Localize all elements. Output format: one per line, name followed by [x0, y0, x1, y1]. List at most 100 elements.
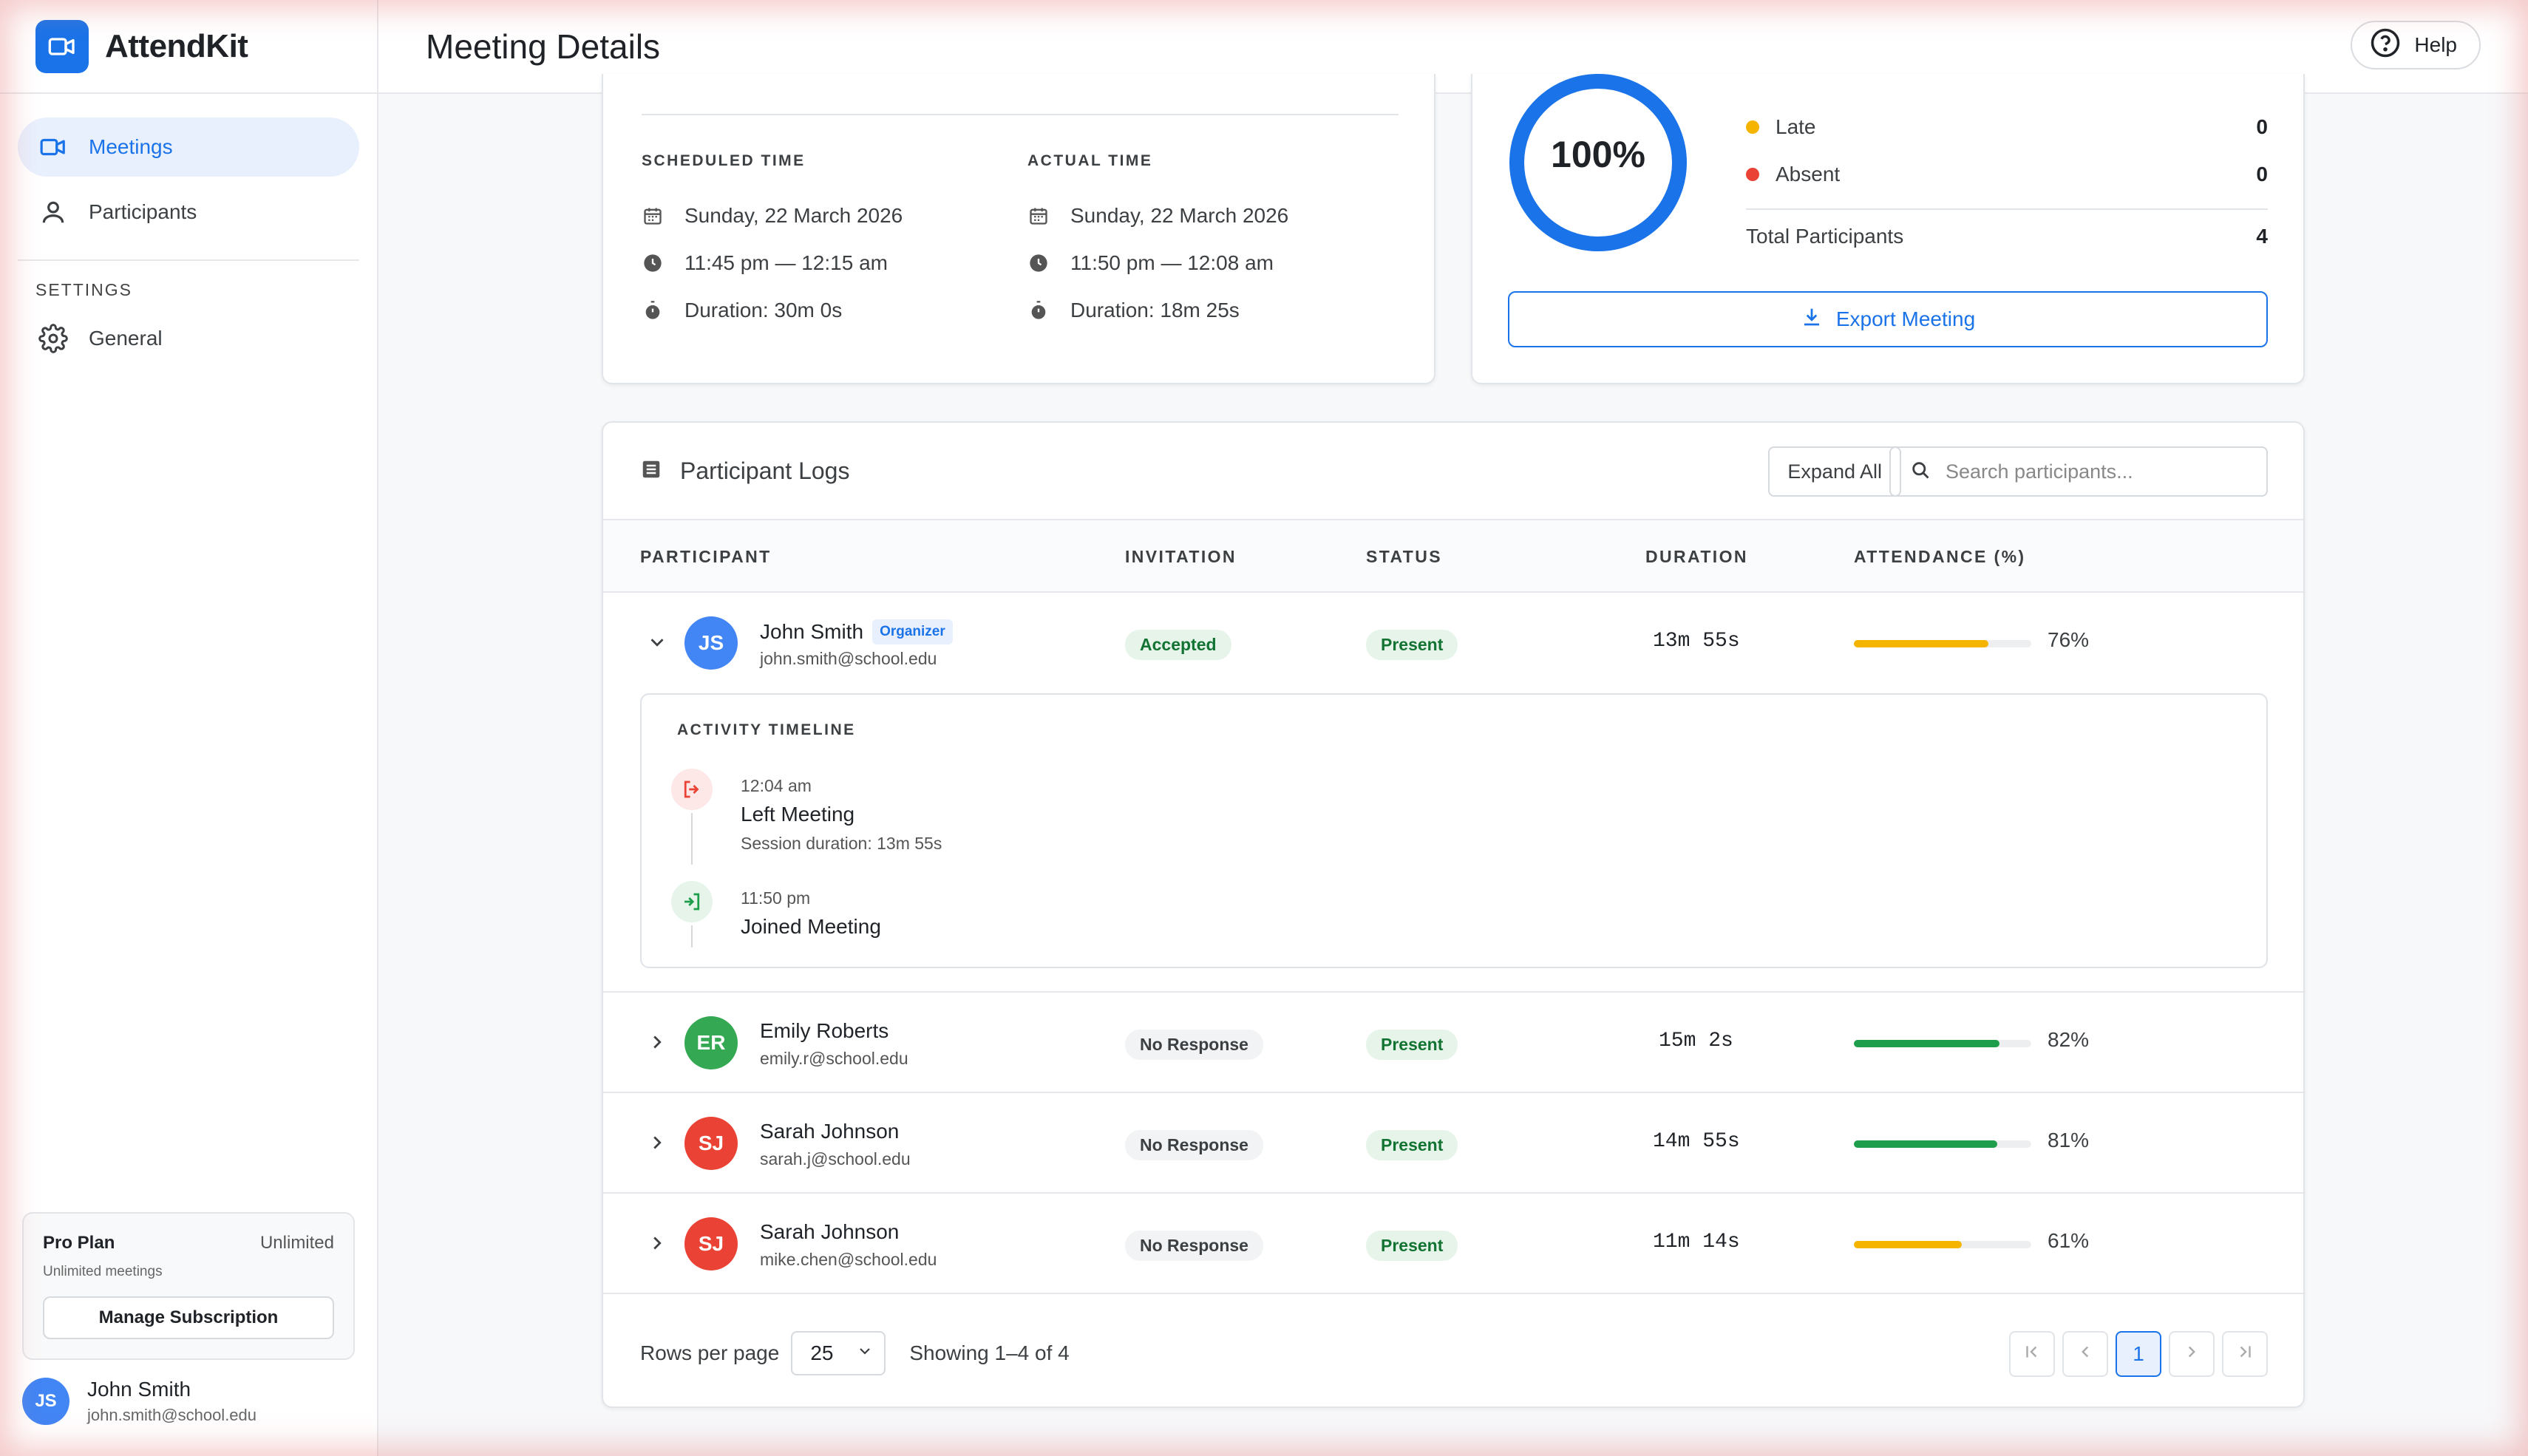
last-page-icon [2235, 1342, 2255, 1367]
status-badge: Present [1366, 1130, 1458, 1160]
organizer-badge: Organizer [872, 619, 953, 644]
video-camera-icon [35, 19, 89, 73]
participant-email: emily.r@school.edu [760, 1049, 908, 1068]
settings-heading: SETTINGS [35, 280, 133, 299]
event-title: Left Meeting [741, 803, 855, 826]
event-title: Joined Meeting [741, 915, 881, 938]
plan-subtitle: Unlimited meetings [43, 1264, 163, 1279]
chevron-right-icon [2182, 1342, 2201, 1367]
absent-value: 0 [2256, 163, 2268, 186]
table-row[interactable]: ER Emily Roberts emily.r@school.edu No R… [603, 993, 2303, 1093]
table-row[interactable]: SJ Sarah Johnson sarah.j@school.edu No R… [603, 1093, 2303, 1194]
invitation-badge: No Response [1125, 1231, 1263, 1261]
chevron-left-icon [2076, 1342, 2095, 1367]
status-badge: Present [1366, 1231, 1458, 1261]
scheduled-duration: Duration: 30m 0s [684, 299, 843, 322]
attendance-bar-fill [1854, 640, 1989, 647]
participant-name: Emily Roberts [760, 1019, 889, 1042]
plan-name: Pro Plan [43, 1233, 115, 1253]
search-input[interactable] [1946, 460, 2256, 483]
current-user[interactable]: JS John Smith john.smith@school.edu [22, 1378, 256, 1425]
brand[interactable]: AttendKit [0, 0, 377, 94]
participant-email: john.smith@school.edu [760, 649, 937, 668]
chevron-down-icon [856, 1341, 874, 1365]
actual-time-range: 11:50 pm — 12:08 am [1070, 251, 1274, 274]
late-dot [1746, 120, 1759, 134]
actual-time-label: ACTUAL TIME [1027, 152, 1153, 169]
participant-name: John Smith Organizer [760, 619, 953, 644]
total-value: 4 [2256, 225, 2268, 248]
participant-name: Sarah Johnson [760, 1120, 900, 1143]
export-meeting-button[interactable]: Export Meeting [1508, 291, 2268, 347]
absent-dot [1746, 168, 1759, 181]
next-page-button[interactable] [2169, 1331, 2215, 1377]
status-badge: Present [1366, 1030, 1458, 1060]
timeline-connector [691, 925, 693, 948]
chevron-right-icon[interactable] [646, 1132, 668, 1154]
rows-per-page-label: Rows per page [640, 1341, 780, 1364]
sidebar-item-meetings[interactable]: Meetings [18, 118, 359, 177]
meeting-times-card: SCHEDULED TIME Sunday, 22 March 2026 11:… [602, 74, 1435, 384]
avatar: SJ [684, 1117, 738, 1170]
logs-title: Participant Logs [680, 457, 850, 484]
attendance-percent: 61% [2048, 1229, 2090, 1252]
timeline-title: ACTIVITY TIMELINE [677, 721, 856, 738]
person-icon [37, 196, 69, 228]
page-button-current[interactable]: 1 [2116, 1331, 2161, 1377]
clock-icon [1027, 252, 1050, 274]
duration-value: 13m 55s [1653, 630, 1740, 653]
prev-page-button[interactable] [2062, 1331, 2108, 1377]
first-page-button[interactable] [2009, 1331, 2055, 1377]
attendance-legend: Late 0 Absent 0 Total Participants 4 [1746, 103, 2268, 259]
timeline-connector [691, 813, 693, 865]
last-page-button[interactable] [2222, 1331, 2268, 1377]
first-page-icon [2022, 1342, 2042, 1367]
actual-date: Sunday, 22 March 2026 [1070, 204, 1289, 227]
scheduled-time-range: 11:45 pm — 12:15 am [684, 251, 888, 274]
activity-timeline-section: ACTIVITY TIMELINE 12:04 am Left Meeting … [603, 693, 2303, 993]
attendance-summary-card: 100% Late 0 Absent 0 Total Participants … [1471, 74, 2305, 384]
help-label: Help [2414, 33, 2457, 56]
calendar-icon [1027, 205, 1050, 227]
column-invitation[interactable]: INVITATION [1125, 547, 1237, 566]
chevron-right-icon[interactable] [646, 1031, 668, 1053]
chevron-down-icon[interactable] [646, 631, 668, 653]
table-header: PARTICIPANT INVITATION STATUS DURATION A… [603, 520, 2303, 593]
search-field[interactable] [1889, 446, 2268, 497]
avatar: ER [684, 1016, 738, 1069]
column-duration[interactable]: DURATION [1645, 547, 1748, 566]
sidebar-item-participants[interactable]: Participants [18, 183, 359, 242]
column-participant[interactable]: PARTICIPANT [640, 547, 772, 566]
user-name: John Smith [87, 1378, 191, 1401]
clock-icon [642, 252, 664, 274]
search-icon [1910, 460, 1931, 484]
attendance-bar-fill [1854, 1140, 1998, 1148]
attendance-percent: 82% [2048, 1028, 2090, 1051]
plan-card: Pro Plan Unlimited Unlimited meetings Ma… [22, 1212, 355, 1360]
help-button[interactable]: Help [2351, 21, 2481, 69]
attendance-bar [1854, 640, 2031, 647]
column-attendance[interactable]: ATTENDANCE (%) [1854, 547, 2026, 566]
manage-subscription-button[interactable]: Manage Subscription [43, 1296, 334, 1339]
sidebar: AttendKit Meetings Participants SETTINGS… [0, 0, 378, 1456]
rows-per-page-select[interactable]: 25 [791, 1331, 886, 1375]
invitation-badge: No Response [1125, 1130, 1263, 1160]
sidebar-item-general[interactable]: General [18, 309, 359, 368]
login-icon [671, 881, 713, 922]
absent-label: Absent [1776, 163, 1841, 186]
expand-all-button[interactable]: Expand All [1768, 446, 1901, 497]
gear-icon [37, 322, 69, 355]
sidebar-nav: Meetings Participants SETTINGS General [0, 94, 377, 368]
help-icon [2370, 27, 2401, 64]
pagination: Rows per page 25 Showing 1–4 of 4 1 [603, 1300, 2303, 1406]
chevron-right-icon[interactable] [646, 1232, 668, 1254]
column-status[interactable]: STATUS [1366, 547, 1442, 566]
table-row[interactable]: JS John Smith Organizer john.smith@schoo… [603, 593, 2303, 693]
table-row[interactable]: SJ Sarah Johnson mike.chen@school.edu No… [603, 1194, 2303, 1294]
attendance-bar [1854, 1040, 2031, 1047]
avatar: SJ [684, 1217, 738, 1270]
participant-logs-card: Participant Logs Expand All PARTICIPANT … [602, 421, 2305, 1408]
attendance-bar [1854, 1241, 2031, 1248]
page-title: Meeting Details [426, 27, 661, 66]
activity-timeline: ACTIVITY TIMELINE 12:04 am Left Meeting … [640, 693, 2268, 968]
